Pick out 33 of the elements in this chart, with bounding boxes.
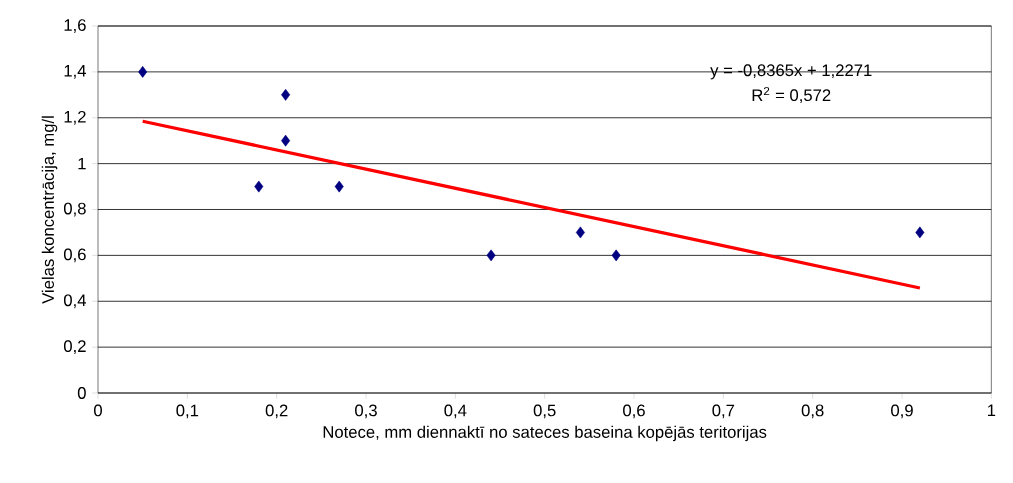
x-tick-label: 0,6 <box>623 404 645 419</box>
y-tick-label: 0 <box>77 387 86 399</box>
y-tick-label: 1,4 <box>64 65 87 79</box>
point <box>486 249 496 262</box>
x-tick-label: 0,8 <box>801 404 824 419</box>
annotation: y = -0,8365x + 1,2271 <box>710 64 872 80</box>
y-tick-label: 0,6 <box>63 248 86 263</box>
y-tick-label: 0,2 <box>63 340 86 355</box>
y-tick-label: 1 <box>78 157 86 170</box>
x-tick-label: 0,7 <box>712 404 735 419</box>
point <box>575 226 585 239</box>
y-tick-label: 0,8 <box>63 202 86 217</box>
point <box>138 66 148 78</box>
annotation: R$^{2}$ = 0,572 <box>752 86 831 104</box>
y-tick-label: 0,4 <box>63 294 87 309</box>
x-axis-title: Notece, mm diennaktī no sateces baseina kopējās teritorijas <box>323 425 767 442</box>
x-tick-label: 0,2 <box>265 404 288 419</box>
x-tick-label: 0,3 <box>355 404 377 419</box>
point <box>611 249 621 262</box>
y-tick-label: 1,2 <box>64 110 86 125</box>
y-axis-title: Vielas koncentrācija, mg/l <box>41 116 58 304</box>
point <box>281 134 291 147</box>
x-tick-label: 0 <box>94 404 102 417</box>
x-tick-label: 0,5 <box>533 404 556 419</box>
x-tick-label: 0,9 <box>891 404 913 419</box>
y-tick-label: 1,6 <box>64 19 86 33</box>
x-tick-label: 0,4 <box>444 404 467 419</box>
point <box>254 180 264 193</box>
point <box>915 226 925 239</box>
point <box>281 88 291 101</box>
point <box>334 180 344 193</box>
x-tick-label: 1 <box>987 404 996 416</box>
x-tick-label: 0,1 <box>176 404 199 419</box>
